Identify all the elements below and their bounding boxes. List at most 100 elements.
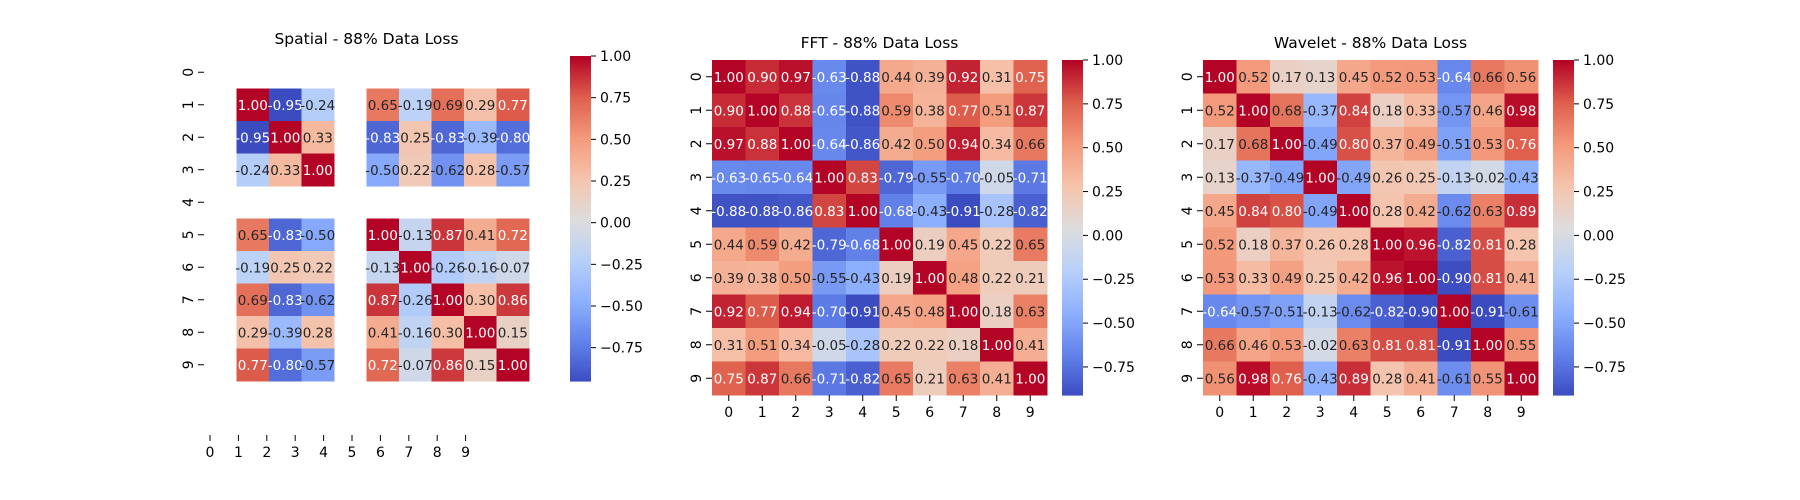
cell-value-label: -0.61	[1437, 371, 1472, 387]
colorbar-segment	[570, 259, 591, 263]
heatmap-cell	[366, 348, 400, 382]
colorbar-segment	[1062, 76, 1083, 81]
colorbar-segment	[1062, 381, 1083, 385]
colorbar-segment	[1553, 76, 1574, 81]
heatmap-cell	[1203, 328, 1237, 362]
cell-value-label: -0.39	[463, 130, 498, 146]
heatmap-cell	[745, 160, 780, 195]
colorbar-segment	[1062, 227, 1083, 231]
cell-value-label: 0.44	[881, 70, 911, 86]
colorbar-segment	[570, 93, 591, 98]
heatmap-cell	[1337, 194, 1371, 228]
heatmap-cell	[812, 160, 847, 195]
heatmap-cell	[1236, 160, 1271, 195]
cell-value-label: -0.88	[845, 70, 880, 86]
colorbar-segment	[570, 324, 591, 328]
colorbar-segment	[1553, 163, 1574, 167]
y-tick-label: 8	[181, 328, 197, 337]
heatmap-cell	[1303, 294, 1338, 329]
colorbar-segment	[1062, 305, 1083, 310]
cell-value-label: 0.19	[915, 237, 945, 253]
cell-value-label: 0.65	[368, 98, 398, 114]
heatmap-cell	[464, 283, 497, 317]
colorbar-segment	[570, 351, 591, 355]
heatmap-cell	[1471, 160, 1505, 195]
cell-value-label: 0.87	[1015, 103, 1045, 119]
colorbar-segment	[1062, 266, 1083, 270]
cell-value-label: -0.13	[1437, 170, 1472, 186]
colorbar-segment	[570, 367, 591, 371]
colorbar-segment	[1062, 194, 1083, 198]
heatmap-cell	[1404, 294, 1438, 329]
colorbar-segment	[1062, 244, 1083, 248]
colorbar-segment	[570, 194, 591, 198]
heatmap-cell	[946, 60, 981, 94]
x-tick-label: 4	[858, 405, 867, 421]
colorbar-segment	[570, 223, 591, 228]
colorbar-segment	[1062, 174, 1083, 178]
colorbar-segment	[1553, 241, 1574, 245]
heatmap-cell	[745, 227, 780, 262]
colorbar-segment	[570, 299, 591, 304]
cell-value-label: 0.81	[1372, 338, 1402, 354]
heatmap-cell	[1337, 227, 1371, 262]
cell-value-label: 0.29	[465, 98, 495, 114]
heatmap-cell	[1303, 361, 1338, 396]
cell-value-label: -0.68	[845, 237, 880, 253]
colorbar-segment	[570, 150, 591, 155]
cell-value-label: -0.64	[778, 170, 813, 186]
colorbar-segment	[1062, 140, 1083, 145]
colorbar-segment	[1553, 182, 1574, 187]
heatmap-cell	[879, 261, 914, 295]
heatmap-cell	[980, 328, 1014, 362]
heatmap-cell	[399, 153, 432, 187]
heatmap-cell	[946, 294, 981, 329]
y-tick-label: 6	[689, 273, 705, 282]
heatmap-cell	[366, 316, 400, 349]
colorbar-segment	[570, 237, 591, 241]
heatmap-cell	[812, 361, 847, 396]
colorbar-segment	[570, 104, 591, 109]
colorbar-segment	[570, 297, 591, 301]
y-tick-label: 2	[689, 139, 705, 148]
colorbar-segment	[1553, 113, 1574, 117]
colorbar-segment	[570, 226, 591, 230]
heatmap-cell	[779, 294, 813, 329]
cell-value-label: 0.68	[1238, 137, 1268, 153]
cell-value-label: -0.43	[845, 271, 880, 287]
colorbar-segment	[1062, 113, 1083, 117]
colorbar-segment	[570, 112, 591, 117]
colorbar-segment	[1553, 258, 1574, 262]
cell-value-label: 0.84	[1238, 204, 1268, 220]
cell-value-label: 0.17	[1205, 137, 1235, 153]
cell-value-label: 0.33	[270, 163, 300, 179]
colorbar-segment	[1062, 286, 1083, 290]
colorbar-segment	[570, 218, 591, 222]
cell-value-label: 0.63	[1339, 338, 1369, 354]
colorbar-segment	[1553, 213, 1574, 217]
colorbar-segment	[570, 275, 591, 279]
colorbar-segment	[1062, 185, 1083, 190]
cell-value-label: 1.00	[1015, 371, 1045, 387]
cell-value-label: 0.19	[881, 271, 911, 287]
colorbar-segment	[1553, 302, 1574, 307]
heatmap-cell	[980, 127, 1014, 161]
colorbar-segment	[1553, 143, 1574, 148]
heatmap-cell	[812, 294, 847, 329]
cell-value-label: 0.69	[238, 293, 268, 309]
x-tick-label: 5	[1383, 405, 1392, 421]
cell-value-label: 0.50	[915, 137, 945, 153]
heatmap-cell	[399, 251, 432, 284]
heatmap-cell	[846, 227, 880, 262]
colorbar-segment	[1553, 244, 1574, 248]
heatmap-cell	[1337, 160, 1371, 195]
x-tick-label: 8	[433, 445, 442, 461]
heatmap-cell	[1270, 261, 1304, 295]
heatmap-cell	[366, 251, 400, 284]
heatmap-cell	[301, 316, 335, 349]
colorbar-segment	[570, 326, 591, 331]
cell-value-label: 0.29	[238, 325, 268, 341]
colorbar-tick-label: 0.50	[1092, 141, 1123, 157]
heatmap-cell	[301, 251, 335, 284]
heatmap-cell	[913, 60, 947, 94]
